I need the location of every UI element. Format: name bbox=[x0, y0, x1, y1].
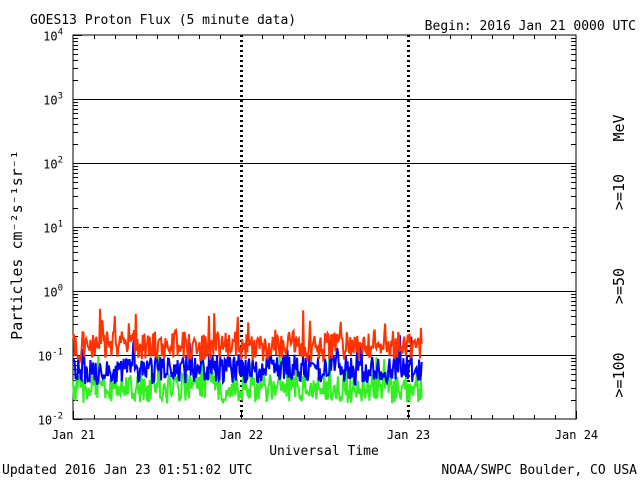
y-tick-label: 102 bbox=[43, 156, 63, 172]
y-tick-label: 101 bbox=[43, 220, 63, 236]
y-axis-label: Particles cm⁻²s⁻¹sr⁻¹ bbox=[8, 150, 26, 340]
y-tick-label: 104 bbox=[43, 28, 63, 44]
y-tick-label: 10-2 bbox=[38, 412, 63, 428]
legend-item: MeV bbox=[610, 114, 628, 141]
begin-time-label: Begin: 2016 Jan 21 0000 UTC bbox=[425, 19, 636, 34]
chart-title: GOES13 Proton Flux (5 minute data) bbox=[30, 13, 296, 28]
legend-item: >=50 bbox=[610, 268, 628, 304]
series-line bbox=[72, 335, 423, 387]
series-line bbox=[72, 308, 423, 365]
legend-item: >=100 bbox=[610, 352, 628, 397]
x-tick-label: Jan 24 bbox=[555, 428, 598, 442]
y-tick-label: 100 bbox=[43, 284, 63, 300]
x-tick-label: Jan 23 bbox=[387, 428, 430, 442]
legend-item: >=10 bbox=[610, 174, 628, 210]
legend: MeV >=10 >=50 >=100 bbox=[610, 114, 628, 397]
x-tick-label: Jan 21 bbox=[52, 428, 95, 442]
y-tick-label: 103 bbox=[43, 92, 63, 108]
credit-label: NOAA/SWPC Boulder, CO USA bbox=[441, 463, 637, 478]
x-tick-label: Jan 22 bbox=[220, 428, 263, 442]
updated-time-label: Updated 2016 Jan 23 01:51:02 UTC bbox=[2, 463, 252, 478]
x-axis-label: Universal Time bbox=[269, 444, 379, 459]
y-tick-label: 10-1 bbox=[38, 348, 63, 364]
